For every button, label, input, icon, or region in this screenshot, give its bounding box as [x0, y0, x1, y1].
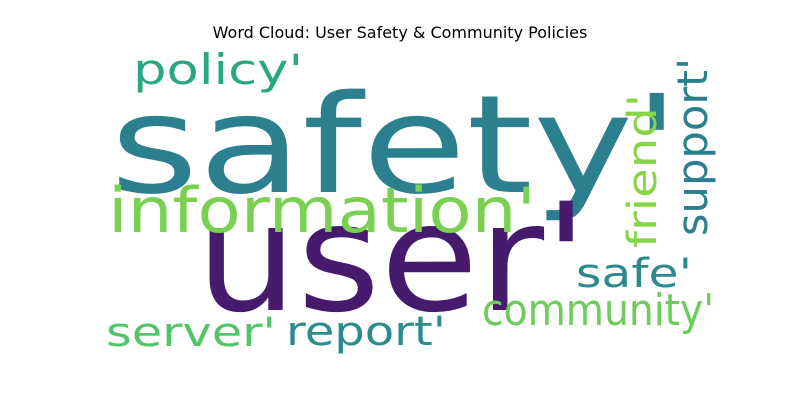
word-safety: safety' [110, 67, 680, 225]
chart-title: Word Cloud: User Safety & Community Poli… [212, 23, 588, 42]
word-support: support' [668, 58, 717, 236]
word-server: server' [106, 310, 276, 356]
word-friend: friend' [620, 94, 666, 248]
word-user: user' [196, 172, 588, 346]
word-report: report' [286, 309, 446, 355]
word-policy: policy' [133, 45, 303, 94]
word-safe: safe' [576, 251, 692, 297]
word-community: community' [482, 285, 714, 336]
word-information: information' [108, 174, 536, 247]
